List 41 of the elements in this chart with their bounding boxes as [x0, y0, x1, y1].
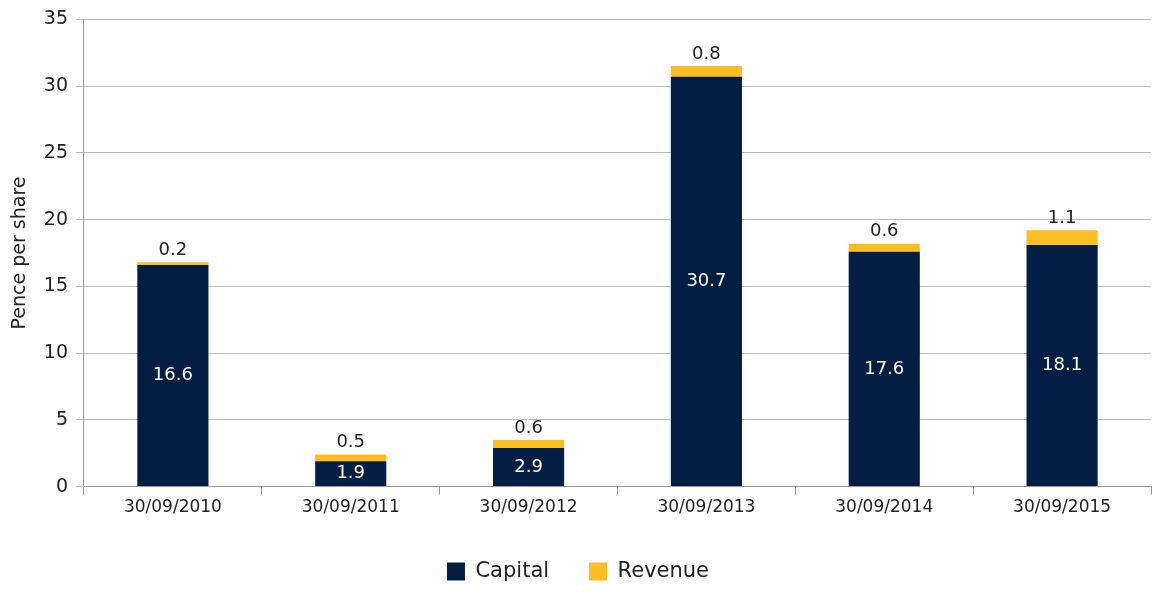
bar [848, 243, 920, 252]
bar [670, 66, 742, 77]
legend-label: Capital [475, 557, 550, 582]
y-tick-label: 25 [43, 139, 68, 162]
x-tick-label: 30/09/2010 [123, 496, 222, 517]
x-tick-label: 30/09/2015 [1013, 496, 1112, 517]
x-tick-label: 30/09/2014 [835, 496, 934, 517]
data-label: 1.9 [336, 461, 366, 483]
x-tick-label: 30/09/2012 [479, 496, 578, 517]
bar [315, 461, 387, 487]
y-tick-label: 35 [43, 6, 68, 29]
data-label: 16.6 [152, 363, 193, 385]
bar [493, 439, 565, 448]
data-label: 17.6 [864, 356, 905, 378]
legend-label: Revenue [617, 557, 710, 582]
x-tick-label: 30/09/2011 [301, 496, 400, 517]
y-tick-label: 15 [43, 273, 68, 296]
y-tick-label: 5 [55, 406, 68, 429]
data-label: 1.1 [1047, 205, 1077, 227]
y-tick-label: 30 [43, 73, 68, 96]
bar [670, 76, 742, 487]
data-label: 2.9 [514, 454, 543, 476]
bar [137, 262, 209, 266]
y-tick-label: 10 [43, 340, 68, 363]
data-label: 0.6 [514, 415, 543, 437]
data-label: 0.5 [336, 430, 366, 452]
data-label: 0.2 [158, 238, 188, 260]
data-label: 18.1 [1042, 353, 1083, 375]
x-tick-label: 30/09/2013 [657, 496, 756, 517]
bar [1026, 244, 1098, 487]
bar [137, 265, 209, 487]
y-axis-title: Pence per share [7, 176, 30, 330]
data-label: 30.7 [686, 269, 727, 291]
data-label: 0.6 [869, 219, 899, 241]
bar [315, 454, 387, 462]
data-label: 0.8 [692, 41, 721, 63]
bar [1026, 230, 1098, 245]
y-tick-label: 20 [43, 206, 68, 229]
y-tick-label: 0 [55, 473, 68, 496]
bar [848, 251, 920, 487]
bar [493, 447, 565, 487]
